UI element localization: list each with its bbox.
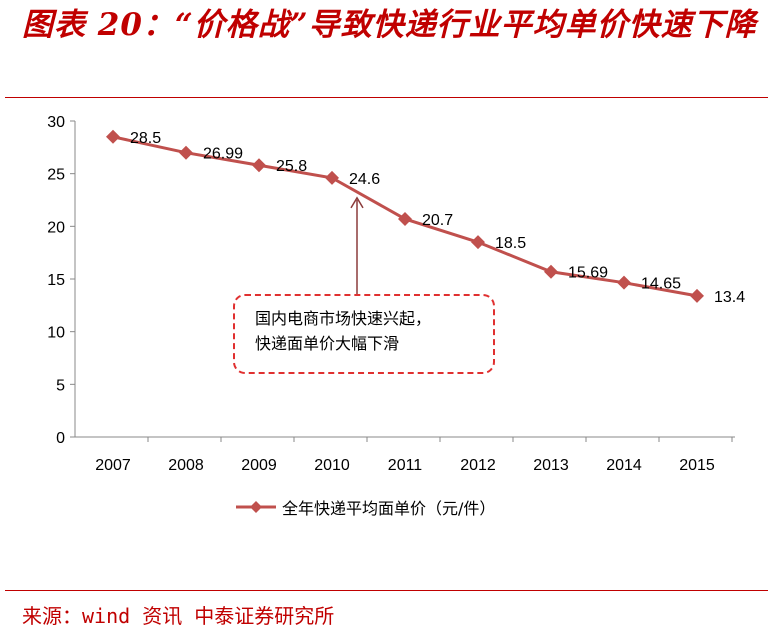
data-point <box>690 288 704 303</box>
data-point <box>106 129 120 144</box>
x-tick-label: 2009 <box>241 457 277 474</box>
x-tick-label: 2008 <box>168 457 204 474</box>
y-tick-label: 10 <box>47 325 65 342</box>
y-tick-label: 20 <box>47 219 65 236</box>
title-divider <box>5 97 768 98</box>
data-label: 25.8 <box>276 158 307 175</box>
x-tick-label: 2007 <box>95 457 131 474</box>
data-label: 20.7 <box>422 212 453 229</box>
footer-divider <box>5 590 768 591</box>
data-point <box>325 170 339 185</box>
x-tick-label: 2015 <box>679 457 715 474</box>
chart-title: 图表 20：“价格战”导致快递行业平均单价快速下降 <box>22 7 757 43</box>
data-point <box>544 264 558 279</box>
legend: 全年快递平均面单价（元/件） <box>236 495 495 519</box>
data-label: 28.5 <box>130 130 161 147</box>
data-label: 26.99 <box>203 146 243 163</box>
source-note: 来源：wind 资讯 中泰证券研究所 <box>22 604 335 628</box>
x-tick-label: 2012 <box>460 457 496 474</box>
data-label: 14.65 <box>641 276 681 293</box>
data-label: 15.69 <box>568 265 608 282</box>
data-point <box>471 235 485 250</box>
y-tick-label: 15 <box>47 272 65 289</box>
data-label: 24.6 <box>349 171 380 188</box>
x-tick-label: 2011 <box>388 457 423 474</box>
annotation-callout: 国内电商市场快速兴起， 快递面单价大幅下滑 <box>233 294 495 374</box>
arrowhead-icon <box>350 196 364 209</box>
data-point <box>617 275 631 290</box>
y-tick-label: 30 <box>47 114 65 131</box>
x-tick-label: 2013 <box>533 457 569 474</box>
data-point <box>179 145 193 160</box>
x-tick-label: 2010 <box>314 457 350 474</box>
y-tick-label: 25 <box>47 167 65 184</box>
legend-marker-icon <box>236 501 276 513</box>
y-tick-label: 0 <box>56 430 65 447</box>
legend-label: 全年快递平均面单价（元/件） <box>282 499 496 518</box>
x-tick-label: 2014 <box>606 457 642 474</box>
data-point <box>398 211 412 226</box>
data-label: 18.5 <box>495 235 526 252</box>
data-point <box>252 158 266 173</box>
annotation-line-2: 快递面单价大幅下滑 <box>255 334 400 353</box>
annotation-line-1: 国内电商市场快速兴起， <box>255 309 432 328</box>
y-tick-label: 5 <box>56 377 65 394</box>
data-label: 13.4 <box>714 289 745 306</box>
